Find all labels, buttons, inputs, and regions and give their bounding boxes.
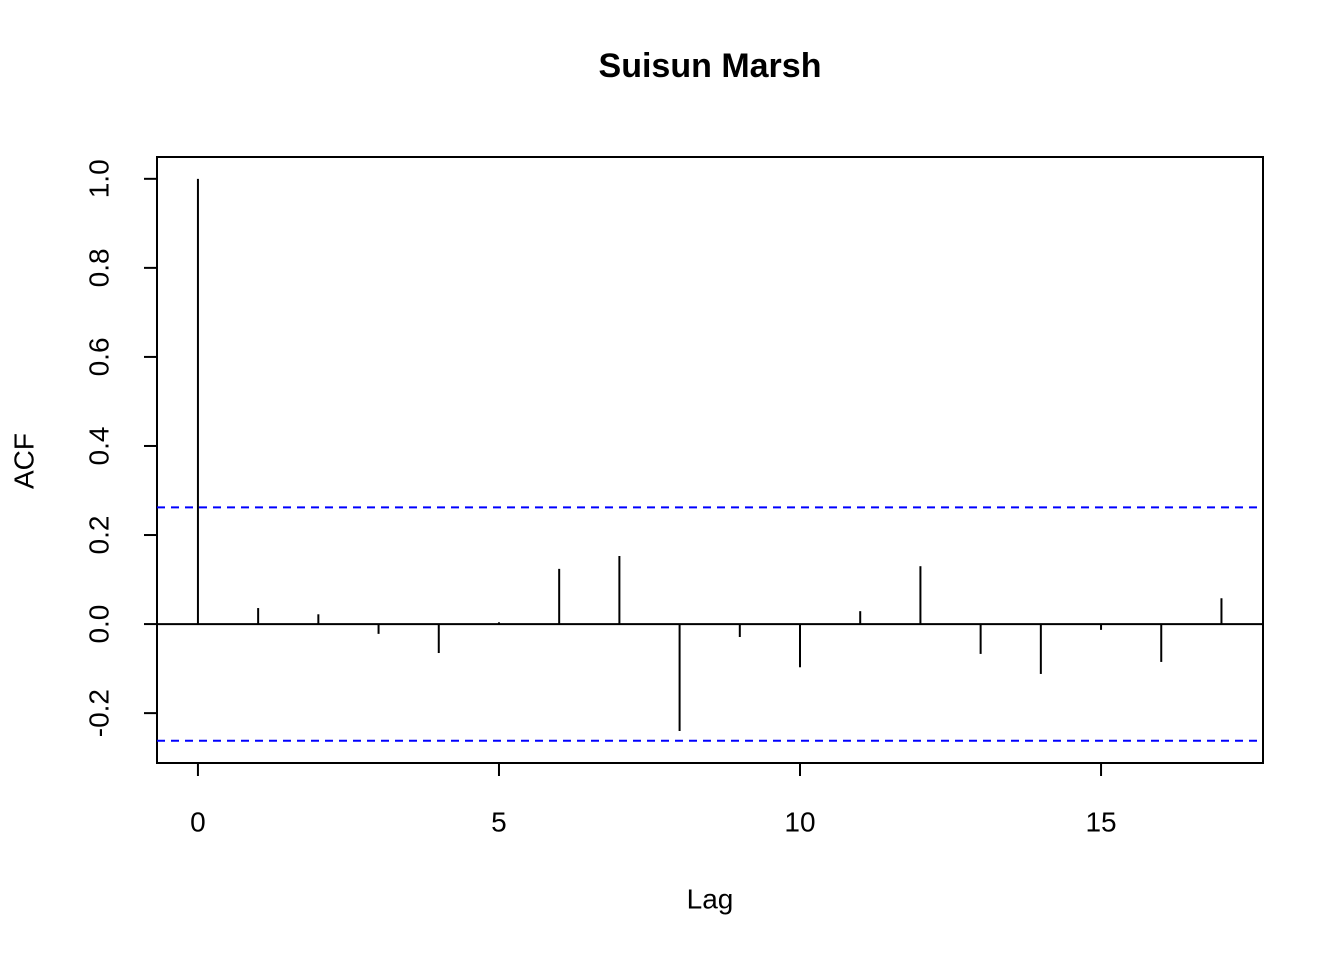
y-tick-label: -0.2 <box>83 689 114 737</box>
y-tick-label: 0.2 <box>83 516 114 555</box>
chart-title: Suisun Marsh <box>599 47 822 85</box>
x-axis-label: Lag <box>687 883 734 914</box>
y-tick-label: 0.6 <box>83 337 114 376</box>
x-tick-label: 15 <box>1085 806 1116 837</box>
y-tick-label: 0.0 <box>83 605 114 644</box>
y-axis-label: ACF <box>8 433 39 489</box>
y-tick-label: 0.4 <box>83 427 114 466</box>
y-tick-label: 1.0 <box>83 159 114 198</box>
y-tick-label: 0.8 <box>83 248 114 287</box>
x-tick-label: 10 <box>784 806 815 837</box>
plot-frame <box>156 156 1264 764</box>
x-tick-label: 5 <box>491 806 507 837</box>
x-tick-label: 0 <box>190 806 206 837</box>
